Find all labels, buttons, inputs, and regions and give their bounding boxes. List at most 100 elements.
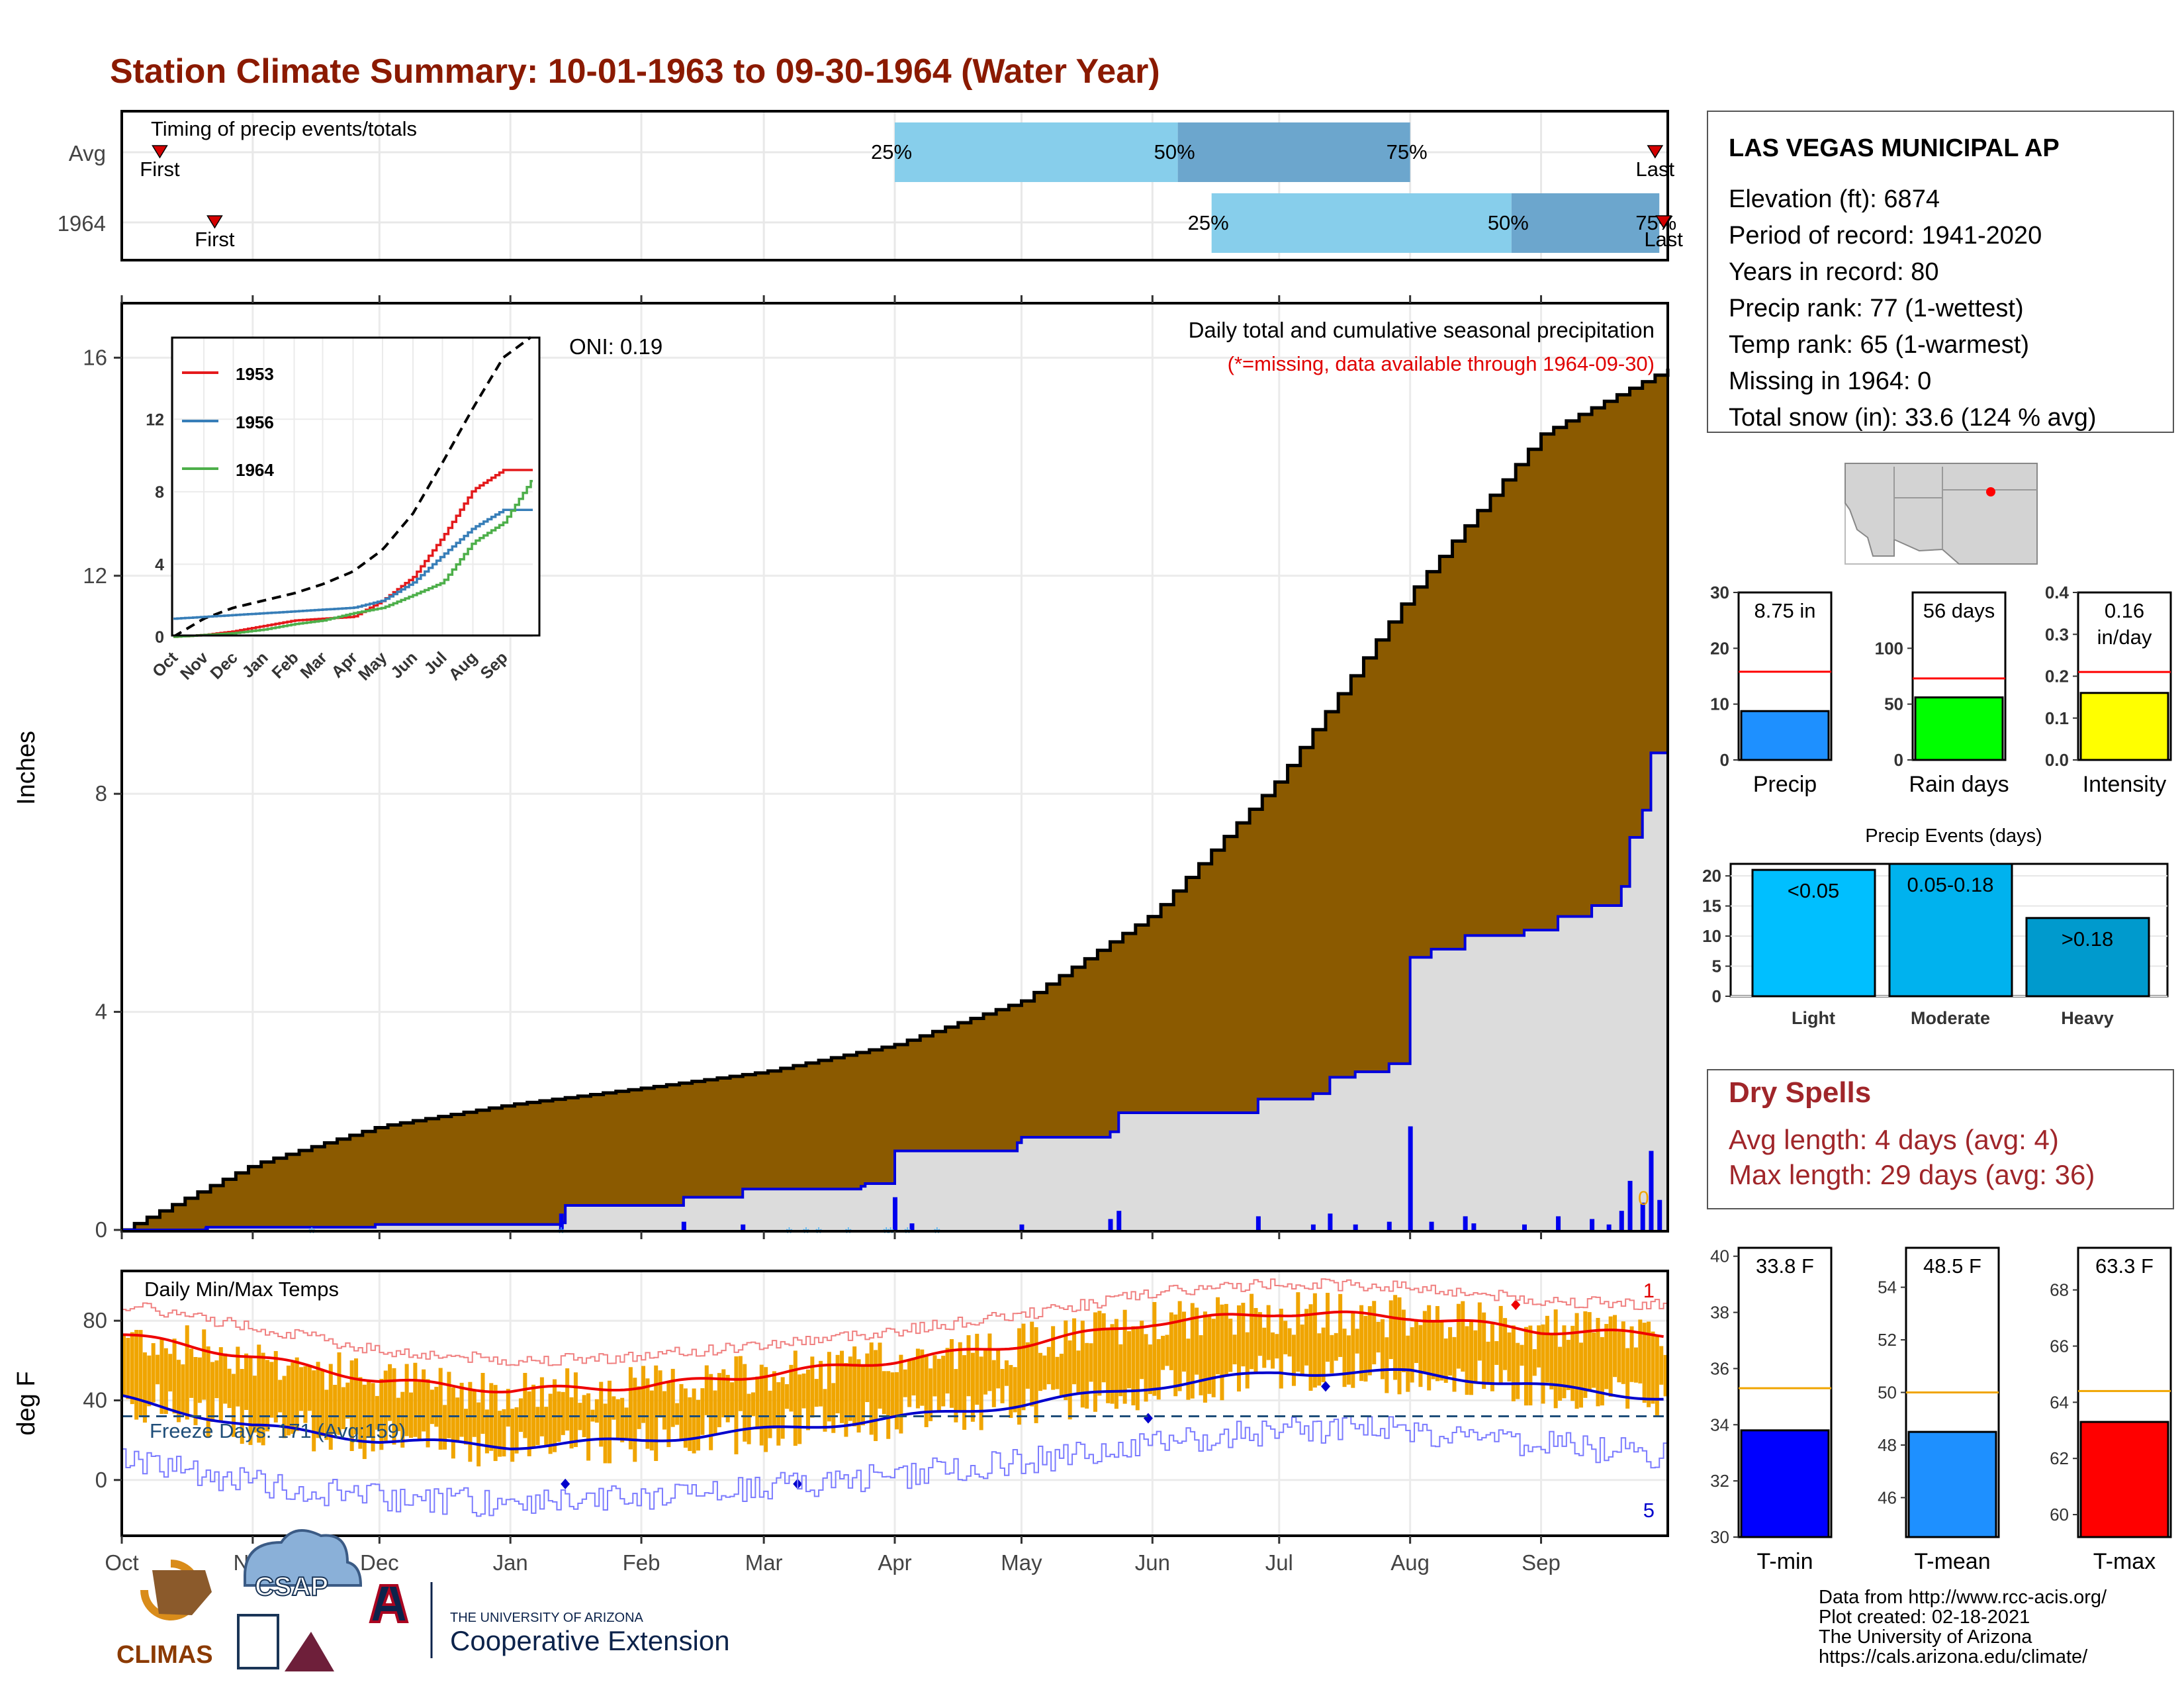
daily-temp-bar	[785, 1384, 790, 1409]
precip-y-tick-label: 8	[95, 781, 107, 806]
daily-temp-bar	[443, 1405, 447, 1450]
daily-temp-bar	[936, 1358, 941, 1412]
record-max-line	[122, 1278, 1668, 1366]
daily-precip-bar	[204, 1227, 209, 1230]
events-tick-label: 15	[1702, 896, 1721, 916]
daily-temp-bar	[1486, 1341, 1490, 1383]
daily-temp-bar	[1465, 1326, 1469, 1395]
ua-big-text: Cooperative Extension	[450, 1625, 730, 1656]
daily-temp-bar	[1351, 1311, 1355, 1388]
daily-temp-bar	[1156, 1338, 1161, 1400]
snow-marker: *	[558, 1223, 565, 1243]
daily-temp-bar	[1621, 1321, 1625, 1384]
timing-row-obs-label: 1964	[58, 211, 106, 236]
daily-temp-bar	[628, 1367, 633, 1450]
daily-temp-bar	[447, 1372, 451, 1438]
month-label: Oct	[105, 1550, 138, 1575]
daily-precip-bar	[681, 1221, 686, 1230]
station-snow: Total snow (in): 33.6 (124 % avg)	[1729, 404, 2097, 432]
daily-temp-bar	[1304, 1309, 1309, 1366]
daily-temp-bar	[341, 1387, 345, 1429]
daily-temp-bar	[658, 1370, 662, 1418]
daily-temp-bar	[1452, 1336, 1457, 1392]
temp-summary-bars: 30 32 34 36 38 40 33.8 F T-min 46 48 50 52 54 48.5 F T…	[1710, 1246, 2172, 1574]
daily-temp-bar	[831, 1383, 836, 1433]
daily-temp-bar	[1427, 1305, 1432, 1391]
daily-temp-bar	[569, 1397, 574, 1449]
daily-temp-bar	[367, 1380, 371, 1437]
daily-temp-bar	[1642, 1323, 1647, 1403]
daily-temp-bar	[1127, 1331, 1132, 1389]
mini-value-label: 56 days	[1923, 599, 1995, 622]
daily-temp-bar	[755, 1376, 760, 1430]
csap-bars-icon	[237, 1614, 279, 1669]
daily-temp-bar	[578, 1403, 582, 1430]
mini-tick-label: 30	[1710, 1527, 1729, 1547]
daily-temp-bar	[1342, 1329, 1347, 1387]
daily-temp-bar	[1528, 1325, 1533, 1406]
daily-temp-bar	[539, 1377, 544, 1436]
record-low-marker-icon	[1321, 1381, 1331, 1392]
month-label: Jul	[1265, 1550, 1293, 1575]
daily-temp-bar	[1443, 1338, 1448, 1383]
daily-temp-bar	[637, 1386, 641, 1429]
locator-map	[1844, 463, 2038, 565]
daily-temp-bar	[1663, 1354, 1668, 1397]
daily-temp-bar	[899, 1354, 903, 1434]
daily-temp-bar	[886, 1371, 891, 1439]
daily-temp-bar	[404, 1364, 409, 1436]
daily-temp-bar	[1291, 1335, 1296, 1386]
daily-temp-bar	[273, 1350, 278, 1423]
record-min-line	[122, 1415, 1668, 1517]
mini-tick-label: 46	[1878, 1487, 1897, 1507]
daily-temp-bar	[1490, 1324, 1494, 1391]
daily-temp-bar	[670, 1368, 675, 1427]
csap-text: CSAP	[255, 1572, 328, 1601]
daily-temp-bar	[814, 1379, 819, 1407]
daily-temp-bar	[354, 1358, 359, 1434]
footer-line-3: The University of Arizona	[1819, 1626, 2032, 1648]
last-marker-icon	[1647, 145, 1664, 159]
daily-temp-bar	[730, 1382, 735, 1417]
mini-value-bar	[2079, 1421, 2169, 1538]
csap-cloud-icon	[244, 1529, 363, 1587]
daily-temp-bar	[1195, 1307, 1199, 1375]
daily-temp-bar	[645, 1378, 650, 1449]
daily-temp-bar	[679, 1383, 684, 1440]
daily-temp-bar	[1207, 1315, 1212, 1394]
record-high-count: 1	[1643, 1279, 1655, 1302]
daily-temp-bar	[498, 1411, 502, 1457]
csap-mountain-icon	[285, 1632, 334, 1671]
daily-temp-bar	[1359, 1305, 1364, 1382]
daily-precip-bar	[559, 1213, 564, 1230]
month-label: May	[1001, 1550, 1042, 1575]
mini-tick-label: 0.4	[2045, 583, 2070, 602]
daily-temp-bar	[709, 1374, 713, 1450]
ua-a-icon	[369, 1584, 409, 1623]
daily-temp-bar	[1558, 1346, 1563, 1401]
inset-frame	[171, 336, 541, 637]
daily-temp-bar	[819, 1360, 823, 1407]
events-bar-label: <0.05	[1788, 879, 1839, 902]
daily-temp-bar	[882, 1371, 886, 1415]
snow-marker: *	[904, 1223, 911, 1243]
daily-temp-bar	[1553, 1309, 1558, 1409]
daily-temp-bar	[548, 1393, 553, 1454]
daily-temp-bar	[1169, 1312, 1173, 1370]
daily-temp-bar	[413, 1362, 418, 1437]
inset-y-tick-label: 0	[155, 628, 164, 647]
daily-precip-bar	[1606, 1224, 1612, 1230]
mini-axis-label: T-min	[1757, 1549, 1813, 1574]
daily-temp-bar	[1363, 1315, 1368, 1382]
daily-temp-bar	[1228, 1319, 1233, 1372]
daily-temp-bar	[1629, 1326, 1634, 1382]
daily-temp-bar	[573, 1372, 578, 1447]
inset-y-tick-label: 8	[155, 483, 164, 502]
daily-temp-bar	[422, 1369, 426, 1432]
daily-temp-bar	[333, 1385, 338, 1434]
daily-temp-bar	[312, 1370, 316, 1452]
inset-line-1956	[173, 508, 533, 620]
daily-temp-bar	[1608, 1316, 1613, 1397]
timing-frame	[120, 110, 1669, 261]
avg-max-line	[121, 1310, 1664, 1393]
